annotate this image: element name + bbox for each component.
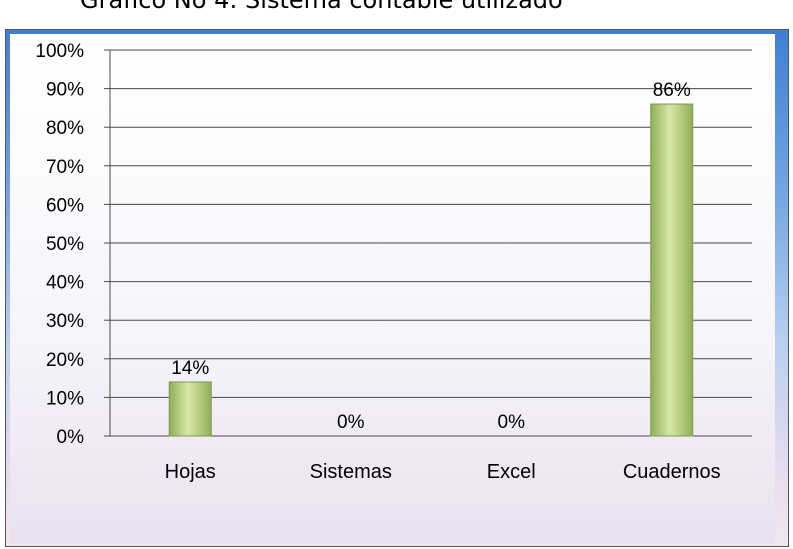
y-tick-label: 90% bbox=[46, 80, 84, 101]
data-label: 0% bbox=[498, 412, 526, 433]
y-tick-label: 10% bbox=[46, 388, 84, 409]
bar-hojas bbox=[168, 381, 212, 437]
y-tick-label: 30% bbox=[46, 311, 84, 332]
x-tick-label: Sistemas bbox=[310, 461, 392, 483]
y-tick-label: 0% bbox=[57, 427, 85, 448]
y-tick-label: 50% bbox=[46, 234, 84, 255]
chart-title: Gráfico No 4: Sistema contable utilizado bbox=[80, 0, 563, 14]
y-tick-label: 70% bbox=[46, 157, 84, 178]
bar-cuadernos bbox=[650, 103, 694, 437]
y-tick-label: 20% bbox=[46, 350, 84, 371]
x-tick-label: Cuadernos bbox=[623, 461, 721, 483]
y-tick-label: 80% bbox=[46, 118, 84, 139]
data-label: 0% bbox=[337, 412, 365, 433]
y-tick-label: 60% bbox=[46, 195, 84, 216]
data-label: 14% bbox=[171, 358, 209, 379]
chart-plate bbox=[10, 34, 775, 544]
x-tick-label: Excel bbox=[487, 461, 536, 483]
y-tick-label: 100% bbox=[35, 41, 84, 62]
data-label: 86% bbox=[653, 80, 691, 101]
x-tick-label: Hojas bbox=[165, 461, 216, 483]
y-tick-label: 40% bbox=[46, 273, 84, 294]
